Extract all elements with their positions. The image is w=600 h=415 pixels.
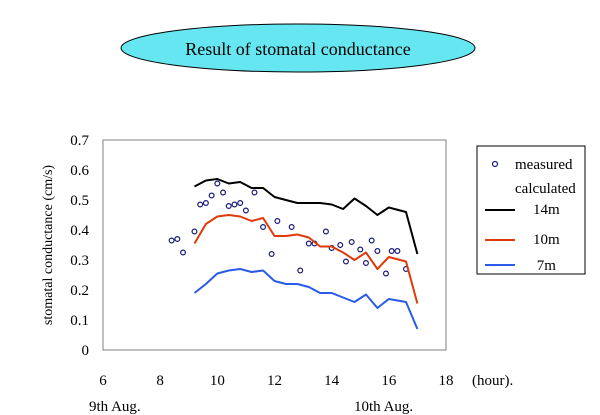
title-ellipse	[120, 23, 476, 73]
measured-point	[357, 246, 364, 253]
legend-label-7m: 7m	[533, 258, 556, 274]
measured-point	[337, 242, 344, 249]
y-axis: 0 0.1 0.2 0.3 0.4 0.5 0.6 0.7	[70, 133, 89, 359]
plot-frame	[102, 139, 447, 351]
y-tick-label: 0.2	[70, 283, 89, 299]
legend: measured calculated 14m 10m 7m	[476, 145, 586, 275]
legend-label-14m: 14m	[533, 202, 560, 218]
series-layer	[168, 178, 419, 330]
legend-label-measured: measured	[515, 157, 573, 173]
x-tick-label: 8	[156, 373, 164, 389]
chart-title: Result of stomatal conductance	[185, 39, 410, 59]
measured-point	[322, 228, 329, 235]
measured-point	[268, 251, 275, 258]
measured-point	[374, 248, 381, 255]
y-tick-label: 0.1	[70, 313, 89, 329]
x-tick-label: 12	[267, 373, 282, 389]
x-tick-label: 16	[381, 373, 397, 389]
date-label-10th: 10th Aug.	[354, 399, 413, 415]
measured-point	[180, 249, 187, 256]
measured-point	[394, 248, 401, 255]
measured-point	[174, 236, 181, 243]
measured-point	[237, 200, 244, 207]
measured-point	[368, 237, 375, 244]
measured-point	[288, 224, 295, 231]
y-tick-label: 0	[82, 343, 90, 359]
measured-point	[342, 258, 349, 265]
measured-point	[388, 248, 395, 255]
x-tick-label: 6	[99, 373, 107, 389]
y-tick-label: 0.7	[70, 133, 89, 149]
measured-point	[362, 260, 369, 267]
measured-point	[305, 240, 312, 247]
measured-point	[348, 239, 355, 246]
series-line-14m	[194, 178, 419, 255]
measured-point	[202, 200, 209, 207]
measured-point	[197, 201, 204, 208]
date-label-9th: 9th Aug.	[89, 399, 141, 415]
y-tick-label: 0.6	[70, 163, 89, 179]
series-line-10m	[193, 214, 419, 304]
x-tick-label: 18	[439, 373, 454, 389]
measured-point	[242, 207, 249, 214]
x-axis-label: (hour).	[472, 373, 513, 389]
y-tick-label: 0.5	[70, 193, 89, 209]
measured-point	[260, 224, 267, 231]
measured-point	[214, 180, 221, 187]
measured-point	[220, 189, 227, 196]
measured-point	[191, 228, 198, 235]
y-tick-label: 0.3	[70, 253, 89, 269]
measured-point	[382, 270, 389, 277]
measured-point	[274, 218, 281, 225]
y-axis-label: stomatal conductance (cm/s)	[41, 165, 56, 325]
legend-label-10m: 10m	[533, 232, 560, 248]
x-tick-label: 10	[210, 373, 225, 389]
x-tick-label: 14	[324, 373, 340, 389]
measured-point	[297, 267, 304, 274]
series-line-7m	[193, 268, 419, 330]
legend-marker-measured	[491, 160, 499, 168]
legend-label-calculated: calculated	[515, 181, 576, 197]
measured-point	[168, 237, 175, 244]
y-tick-label: 0.4	[70, 223, 89, 239]
title-banner: Result of stomatal conductance	[120, 23, 476, 73]
measured-point	[225, 203, 232, 210]
measured-point	[208, 192, 215, 199]
measured-point	[251, 189, 258, 196]
measured-point	[231, 201, 238, 208]
x-axis: 6 8 10 12 14 16 18	[99, 373, 453, 389]
